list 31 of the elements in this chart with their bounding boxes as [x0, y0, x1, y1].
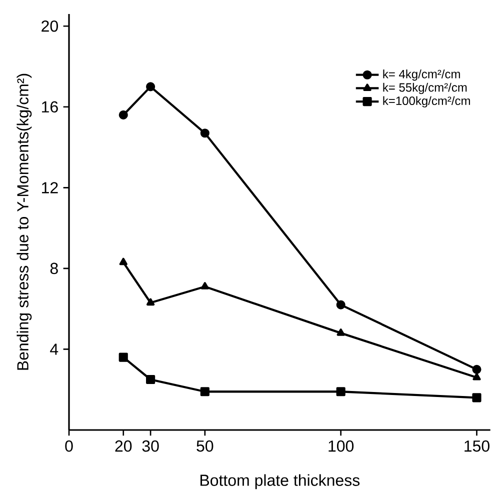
point — [146, 374, 156, 384]
point — [146, 298, 155, 306]
x-tick-label: 30 — [142, 440, 159, 452]
y-axis-title: Bending stress due to Y-Moments(kg/cm²) — [16, 74, 32, 370]
point — [336, 387, 346, 396]
point — [472, 372, 481, 380]
point — [472, 364, 482, 374]
point — [336, 328, 345, 336]
point — [118, 352, 128, 362]
x-tick-label: 20 — [115, 440, 132, 452]
x-axis-title: Bottom plate thickness — [200, 474, 360, 490]
x-tick-label: 50 — [196, 440, 214, 452]
point — [200, 282, 209, 290]
y-tick-label: 20 — [42, 20, 58, 32]
point — [200, 387, 210, 396]
point — [200, 128, 210, 138]
y-tick-label: 8 — [50, 262, 58, 274]
legend-label: k= 4kg/cm²/cm — [383, 70, 460, 81]
legend-label: k=100kg/cm²/cm — [383, 96, 470, 108]
point — [146, 82, 156, 92]
y-tick-label: 4 — [50, 344, 58, 355]
legend-label: k= 55kg/cm²/cm — [383, 82, 467, 94]
point — [472, 393, 482, 402]
point — [118, 110, 128, 120]
x-tick-label: 0 — [65, 440, 73, 452]
point — [119, 258, 128, 266]
point — [336, 300, 346, 310]
y-tick-label: 12 — [42, 182, 58, 194]
x-tick-label: 100 — [328, 440, 354, 452]
x-tick-label: 150 — [464, 440, 490, 452]
y-tick-label: 16 — [42, 101, 58, 113]
